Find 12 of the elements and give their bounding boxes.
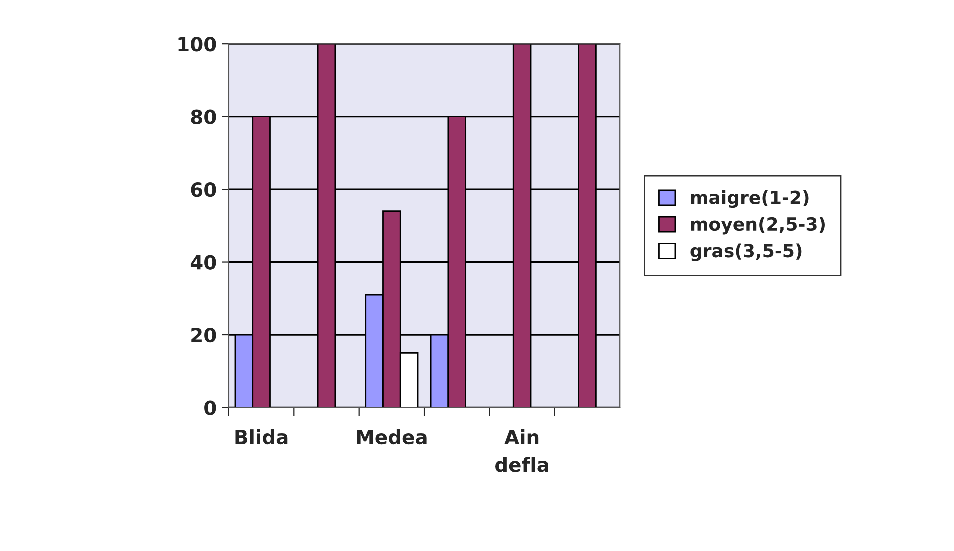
x-tick-label: Ain defla (496, 430, 548, 472)
y-tick-label: 80 (191, 110, 216, 124)
y-tick-label: 40 (190, 255, 216, 270)
y-tick-label: 0 (204, 400, 216, 416)
x-tick-label: Medea (357, 430, 427, 445)
legend-label: maigre(1-2) (691, 190, 809, 208)
legend-label: moyen(2,5-3) (691, 217, 825, 235)
y-tick-label: 20 (192, 328, 216, 343)
x-tick-label: Blida (236, 430, 288, 445)
y-tick-label: 60 (191, 182, 216, 198)
legend-label: gras(3,5-5) (690, 244, 802, 262)
y-tick-label: 100 (178, 37, 216, 52)
